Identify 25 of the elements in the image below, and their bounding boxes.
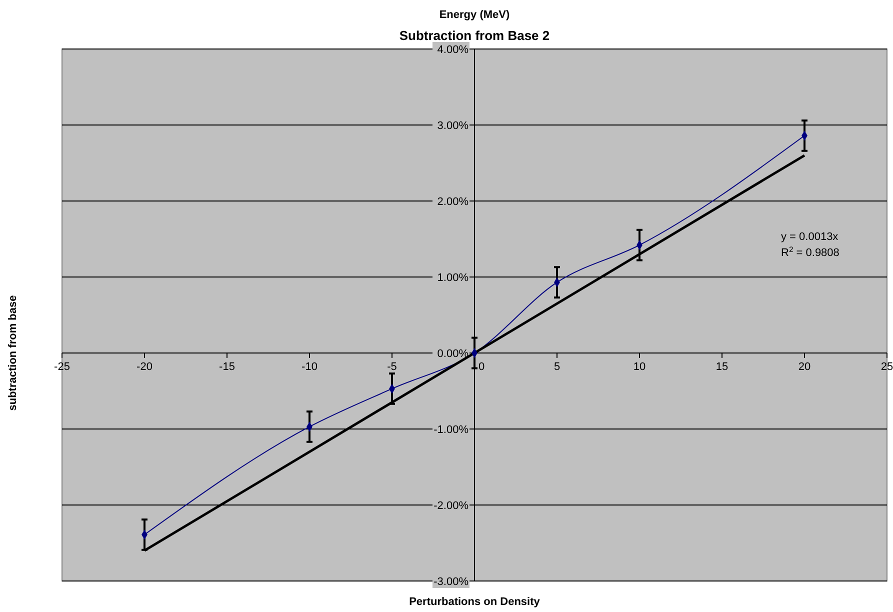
chart-title: Energy (MeV): [439, 9, 510, 21]
y-tick-label: -1.00%: [434, 424, 469, 436]
x-tick-label: 0: [478, 361, 485, 373]
y-tick-label: -2.00%: [434, 500, 469, 512]
x-tick-label: -15: [219, 361, 235, 373]
annotation: R$^{2}$ = 0.9808: [781, 244, 840, 259]
x-tick-label: -20: [136, 361, 152, 373]
y-axis-title: subtraction from base: [7, 295, 19, 411]
chart-subtitle: Subtraction from Base 2: [399, 28, 550, 43]
x-tick-label: 20: [798, 361, 811, 373]
y-tick-label: 0.00%: [437, 348, 469, 360]
annotation: y = 0.0013x: [781, 231, 839, 243]
y-tick-label: 3.00%: [437, 120, 469, 132]
x-tick-label: 25: [880, 361, 893, 373]
x-tick-label: -5: [387, 361, 397, 373]
y-tick-label: 2.00%: [437, 196, 469, 208]
x-tick-label: 15: [716, 361, 728, 373]
x-tick-label: 5: [554, 361, 560, 373]
y-tick-label: 4.00%: [437, 44, 469, 56]
x-axis-title: Perturbations on Density: [409, 596, 541, 608]
y-tick-label: 1.00%: [437, 272, 469, 284]
x-tick-label: -25: [54, 361, 70, 373]
x-tick-label: 10: [633, 361, 646, 373]
x-tick-label: -10: [302, 361, 318, 373]
y-tick-label: -3.00%: [434, 576, 469, 588]
